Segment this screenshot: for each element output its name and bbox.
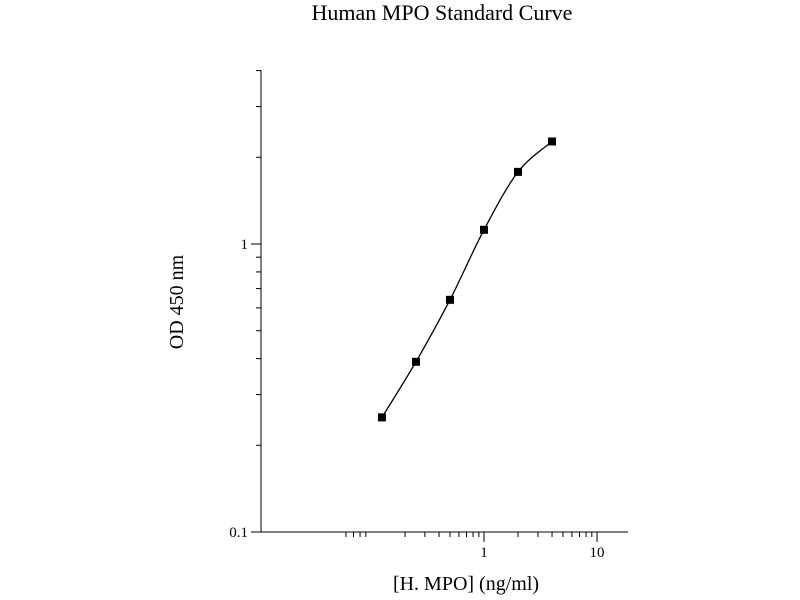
x-axis-label: [H. MPO] (ng/ml)	[393, 573, 539, 595]
data-point-marker	[411, 357, 420, 366]
x-tick-label: 1	[480, 545, 488, 561]
y-tick-label: 1	[241, 237, 249, 253]
data-point-marker	[377, 413, 386, 422]
y-axis-label: OD 450 nm	[166, 254, 188, 349]
standard-curve-line	[381, 140, 553, 418]
data-point-marker	[514, 167, 523, 176]
data-point-marker	[480, 225, 488, 234]
data-point-marker	[548, 137, 557, 146]
plot-area: 0.1 1 1 10	[229, 70, 628, 561]
x-tick-label: 10	[590, 545, 605, 561]
chart-title: Human MPO Standard Curve	[312, 0, 573, 25]
y-tick-label: 0.1	[229, 525, 248, 541]
data-point-marker	[445, 295, 454, 304]
